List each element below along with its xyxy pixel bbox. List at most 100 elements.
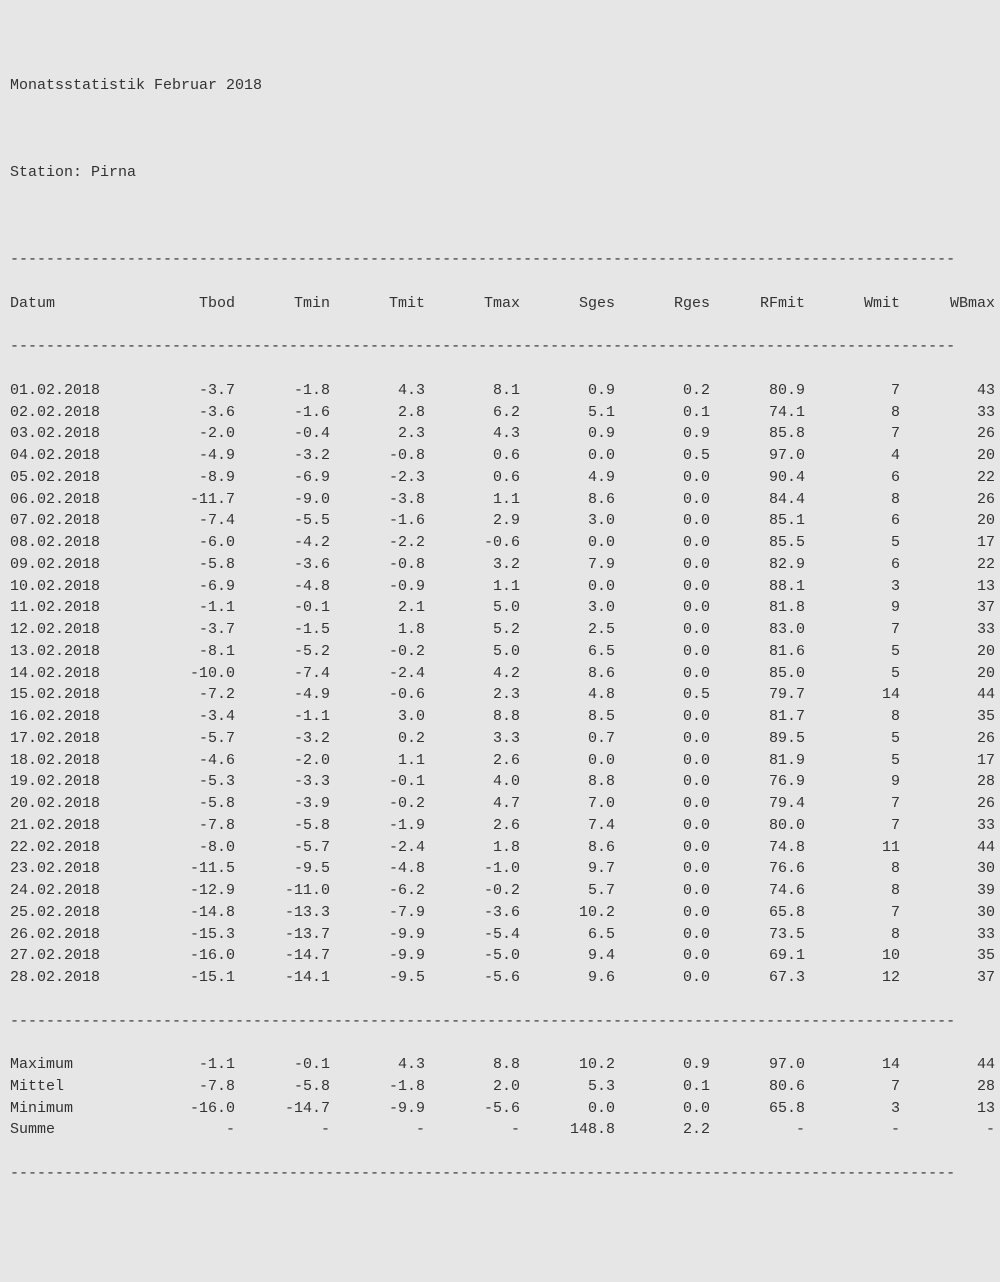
cell: 0.6 bbox=[425, 445, 520, 467]
cell: 06.02.2018 bbox=[10, 489, 140, 511]
summary-rows: Maximum-1.1-0.14.38.810.20.997.01444Mitt… bbox=[10, 1054, 990, 1141]
cell: 3.2 bbox=[425, 554, 520, 576]
summary-cell: 0.0 bbox=[520, 1098, 615, 1120]
summary-cell: Mittel bbox=[10, 1076, 140, 1098]
cell: -5.7 bbox=[235, 837, 330, 859]
cell: 8 bbox=[805, 880, 900, 902]
cell: 20 bbox=[900, 510, 995, 532]
cell: 27.02.2018 bbox=[10, 945, 140, 967]
cell: 81.9 bbox=[710, 750, 805, 772]
cell: -0.9 bbox=[330, 576, 425, 598]
cell: 76.9 bbox=[710, 771, 805, 793]
cell: 3.0 bbox=[330, 706, 425, 728]
cell: -1.6 bbox=[235, 402, 330, 424]
cell: 7 bbox=[805, 815, 900, 837]
cell: -5.8 bbox=[140, 554, 235, 576]
cell: 4.2 bbox=[425, 663, 520, 685]
cell: 17 bbox=[900, 750, 995, 772]
cell: 3.3 bbox=[425, 728, 520, 750]
cell: 1.1 bbox=[330, 750, 425, 772]
cell: -0.1 bbox=[330, 771, 425, 793]
cell: 0.0 bbox=[615, 597, 710, 619]
cell: 10 bbox=[805, 945, 900, 967]
cell: -9.9 bbox=[330, 945, 425, 967]
cell: 14.02.2018 bbox=[10, 663, 140, 685]
table-row: 05.02.2018-8.9-6.9-2.30.64.90.090.4622 bbox=[10, 467, 990, 489]
cell: -2.2 bbox=[330, 532, 425, 554]
summary-cell: - bbox=[805, 1119, 900, 1141]
cell: 85.1 bbox=[710, 510, 805, 532]
table-row: 20.02.2018-5.8-3.9-0.24.77.00.079.4726 bbox=[10, 793, 990, 815]
summary-cell: 7 bbox=[805, 1076, 900, 1098]
cell: 3 bbox=[805, 576, 900, 598]
cell: 0.9 bbox=[520, 380, 615, 402]
cell: 30 bbox=[900, 858, 995, 880]
cell: 4.3 bbox=[330, 380, 425, 402]
cell: 0.0 bbox=[615, 858, 710, 880]
cell: 8 bbox=[805, 706, 900, 728]
summary-row: Minimum-16.0-14.7-9.9-5.60.00.065.8313 bbox=[10, 1098, 990, 1120]
table-row: 21.02.2018-7.8-5.8-1.92.67.40.080.0733 bbox=[10, 815, 990, 837]
cell: 4.7 bbox=[425, 793, 520, 815]
cell: 0.0 bbox=[615, 532, 710, 554]
cell: -0.8 bbox=[330, 554, 425, 576]
cell: -6.9 bbox=[140, 576, 235, 598]
summary-cell: 44 bbox=[900, 1054, 995, 1076]
cell: 0.5 bbox=[615, 684, 710, 706]
summary-cell: 97.0 bbox=[710, 1054, 805, 1076]
table-row: 01.02.2018-3.7-1.84.38.10.90.280.9743 bbox=[10, 380, 990, 402]
cell: -7.4 bbox=[140, 510, 235, 532]
summary-cell: 148.8 bbox=[520, 1119, 615, 1141]
cell: 6.2 bbox=[425, 402, 520, 424]
cell: -4.9 bbox=[235, 684, 330, 706]
table-row: 11.02.2018-1.1-0.12.15.03.00.081.8937 bbox=[10, 597, 990, 619]
cell: 09.02.2018 bbox=[10, 554, 140, 576]
cell: -2.4 bbox=[330, 837, 425, 859]
cell: 01.02.2018 bbox=[10, 380, 140, 402]
cell: -8.0 bbox=[140, 837, 235, 859]
cell: -3.7 bbox=[140, 619, 235, 641]
cell: 30 bbox=[900, 902, 995, 924]
cell: 79.7 bbox=[710, 684, 805, 706]
cell: -11.5 bbox=[140, 858, 235, 880]
cell: 4.8 bbox=[520, 684, 615, 706]
table-row: 19.02.2018-5.3-3.3-0.14.08.80.076.9928 bbox=[10, 771, 990, 793]
summary-cell: 13 bbox=[900, 1098, 995, 1120]
cell: 0.0 bbox=[615, 771, 710, 793]
cell: 4.0 bbox=[425, 771, 520, 793]
cell: 0.5 bbox=[615, 445, 710, 467]
table-row: 14.02.2018-10.0-7.4-2.44.28.60.085.0520 bbox=[10, 663, 990, 685]
cell: 7 bbox=[805, 902, 900, 924]
summary-cell: 0.9 bbox=[615, 1054, 710, 1076]
cell: -6.0 bbox=[140, 532, 235, 554]
table-row: 06.02.2018-11.7-9.0-3.81.18.60.084.4826 bbox=[10, 489, 990, 511]
cell: 08.02.2018 bbox=[10, 532, 140, 554]
cell: -12.9 bbox=[140, 880, 235, 902]
cell: 0.1 bbox=[615, 402, 710, 424]
cell: 0.9 bbox=[520, 423, 615, 445]
cell: -15.1 bbox=[140, 967, 235, 989]
cell: 67.3 bbox=[710, 967, 805, 989]
cell: 33 bbox=[900, 815, 995, 837]
cell: 8.6 bbox=[520, 489, 615, 511]
cell: 26 bbox=[900, 793, 995, 815]
cell: 44 bbox=[900, 837, 995, 859]
summary-cell: - bbox=[425, 1119, 520, 1141]
summary-cell: -9.9 bbox=[330, 1098, 425, 1120]
cell: -6.2 bbox=[330, 880, 425, 902]
cell: -3.7 bbox=[140, 380, 235, 402]
cell: -0.2 bbox=[425, 880, 520, 902]
cell: -3.6 bbox=[425, 902, 520, 924]
cell: 5 bbox=[805, 663, 900, 685]
cell: 0.0 bbox=[615, 837, 710, 859]
cell: 0.2 bbox=[330, 728, 425, 750]
cell: 26 bbox=[900, 489, 995, 511]
table-row: 26.02.2018-15.3-13.7-9.9-5.46.50.073.583… bbox=[10, 924, 990, 946]
cell: 7 bbox=[805, 423, 900, 445]
cell: 0.0 bbox=[615, 793, 710, 815]
cell: -7.2 bbox=[140, 684, 235, 706]
cell: 1.8 bbox=[425, 837, 520, 859]
cell: 25.02.2018 bbox=[10, 902, 140, 924]
summary-cell: 4.3 bbox=[330, 1054, 425, 1076]
summary-row: Maximum-1.1-0.14.38.810.20.997.01444 bbox=[10, 1054, 990, 1076]
